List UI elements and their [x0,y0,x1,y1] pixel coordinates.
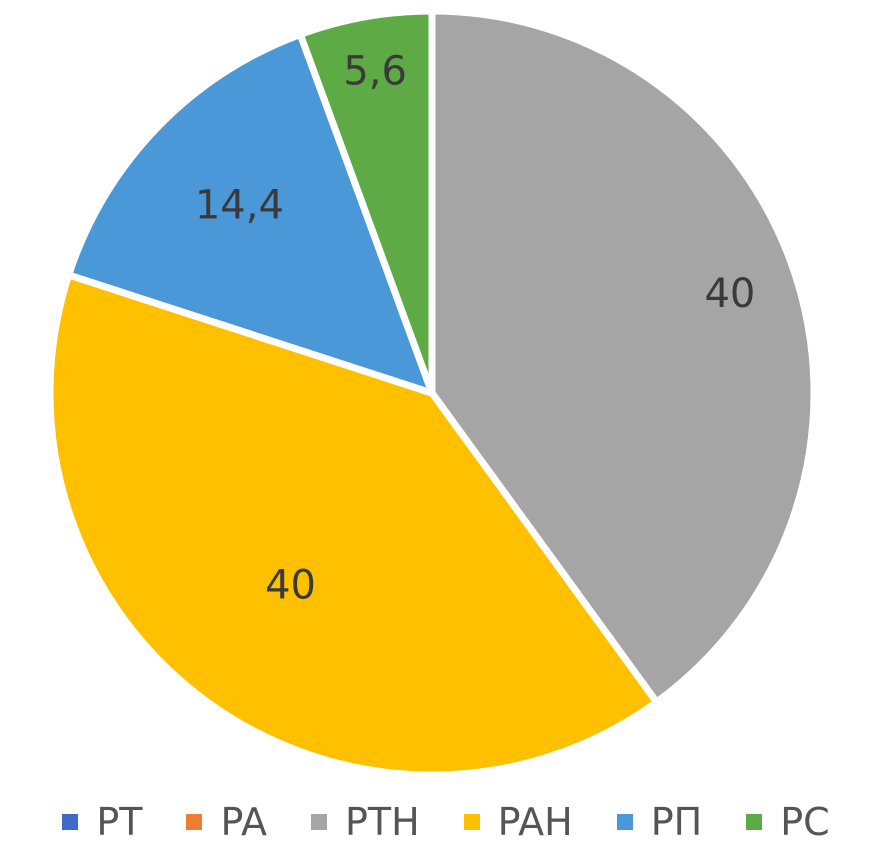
legend-label: PA [220,800,267,844]
legend-label: PTH [344,800,420,844]
legend-label: PAH [497,800,573,844]
chart-legend: PT PA PTH PAH PП PC [0,796,892,848]
pie-slice-pc [296,7,436,397]
legend-label: PП [650,800,703,844]
legend-item-2: PTH [310,800,420,844]
legend-swatch [62,814,79,830]
legend-item-3: PAH [463,800,573,844]
legend-item-0: PT [62,803,142,841]
legend-swatch [746,814,763,830]
pie-slice-pah [46,271,661,779]
data-label-pc: 5,6 [343,48,407,94]
legend-item-1: PA [186,800,267,844]
pie-slice-pп [65,30,436,397]
legend-swatch [310,814,327,830]
legend-swatch [186,814,203,830]
legend-swatch [463,814,480,830]
data-label-pп: 14,4 [195,183,284,229]
legend-swatch [616,814,633,830]
legend-item-4: PП [616,800,703,844]
legend-label: PT [96,800,143,844]
pie-data-labels: 40 40 14,4 5,6 [195,48,756,608]
legend-label: PC [780,800,830,844]
data-label-pth: 40 [704,271,755,317]
pie-slices [46,7,818,779]
data-label-pah: 40 [265,563,316,609]
pie-slice-pth [428,7,818,706]
legend-item-5: PC [746,800,830,844]
